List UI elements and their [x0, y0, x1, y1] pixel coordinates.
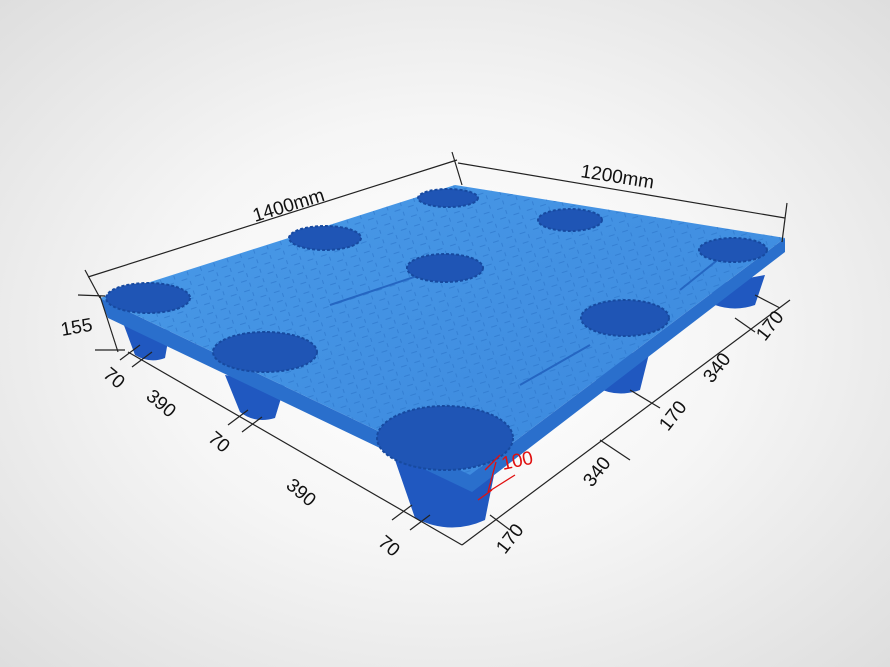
- hole: [417, 188, 479, 208]
- deck-holes: [105, 188, 768, 471]
- hole: [698, 237, 768, 263]
- hole: [406, 253, 484, 283]
- width-segment-label: 170: [492, 520, 528, 558]
- ticks: [119, 294, 781, 531]
- hole: [288, 225, 362, 251]
- hole: [105, 282, 191, 314]
- hole: [537, 208, 603, 232]
- hole: [212, 331, 318, 373]
- length-segment-label: 70: [99, 364, 129, 394]
- length-segment-label: 70: [374, 532, 404, 562]
- tread-pattern: [100, 185, 785, 475]
- length-label: 1400mm: [250, 185, 327, 227]
- width-segment-label: 340: [699, 349, 735, 387]
- hole: [376, 405, 514, 471]
- width-segment-label: 170: [655, 397, 691, 435]
- width-segment-label: 340: [579, 453, 615, 491]
- length-segment-label: 390: [142, 386, 180, 422]
- length-segment-label: 70: [204, 428, 234, 458]
- hole: [580, 299, 670, 337]
- dimension-lines: [77, 151, 791, 546]
- length-segment-label: 390: [282, 475, 320, 511]
- height-label: 155: [59, 315, 94, 341]
- width-label: 1200mm: [579, 161, 655, 193]
- width-segment-label: 170: [752, 307, 788, 345]
